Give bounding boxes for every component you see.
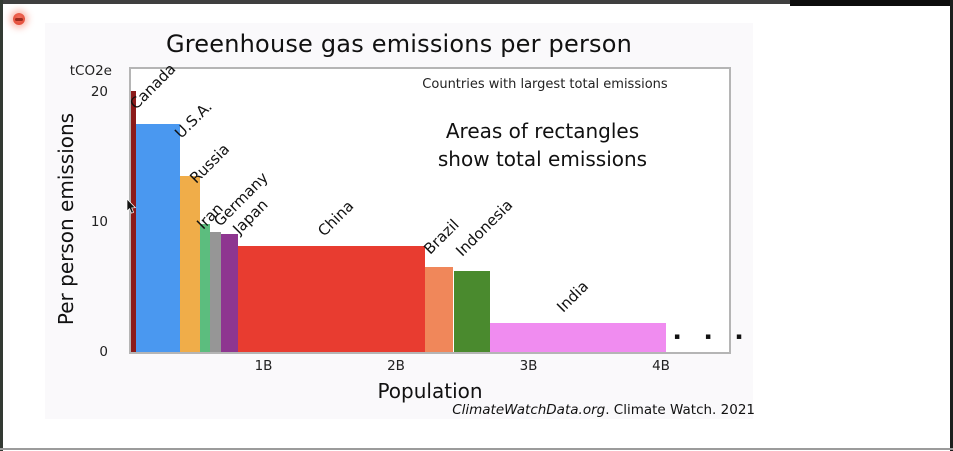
source-credit-site: ClimateWatchData.org <box>452 402 606 418</box>
y-tick-10: 10 <box>90 213 108 230</box>
mouse-cursor <box>126 199 137 214</box>
bar-brazil <box>425 266 454 353</box>
source-credit: ClimateWatchData.org. Climate Watch. 202… <box>355 402 755 418</box>
x-tick-2B: 2B <box>387 358 405 374</box>
x-tick-1B: 1B <box>254 358 273 374</box>
annotation-areas-line1: Areas of rectangles <box>445 119 640 143</box>
annotation-areas-line2: show total emissions <box>437 147 648 171</box>
y-tick-20: 20 <box>90 83 108 100</box>
bar-usa <box>136 123 181 353</box>
annotation-largest-emitters: Countries with largest total emissions <box>422 77 668 92</box>
bar-indonesia <box>453 270 490 353</box>
more-countries-ellipsis: ▪ ▪ ▪ <box>674 332 754 342</box>
window-bottom-line <box>0 448 953 450</box>
bar-canada <box>131 91 137 353</box>
bar-russia <box>180 175 200 353</box>
record-icon[interactable] <box>13 13 25 25</box>
x-tick-3B: 3B <box>519 358 538 374</box>
bar-japan <box>220 234 238 353</box>
bar-iran <box>199 223 210 353</box>
y-axis-unit-label: tCO2e <box>69 63 112 79</box>
window-top-bar <box>0 0 953 4</box>
window-right-border <box>950 0 953 451</box>
chart-title: Greenhouse gas emissions per person <box>165 30 633 58</box>
window-top-bar-dark-segment <box>790 0 953 6</box>
y-tick-0: 0 <box>99 343 108 360</box>
source-credit-rest: . Climate Watch. 2021 <box>605 402 755 418</box>
annotation-areas-note: Areas of rectangles show total emissions <box>400 117 685 173</box>
window-left-border <box>0 0 3 451</box>
bar-china <box>237 245 426 353</box>
x-tick-4B: 4B <box>652 358 670 374</box>
x-axis-label: Population <box>377 379 483 403</box>
bar-india <box>489 322 667 353</box>
bar-germany <box>209 231 221 353</box>
